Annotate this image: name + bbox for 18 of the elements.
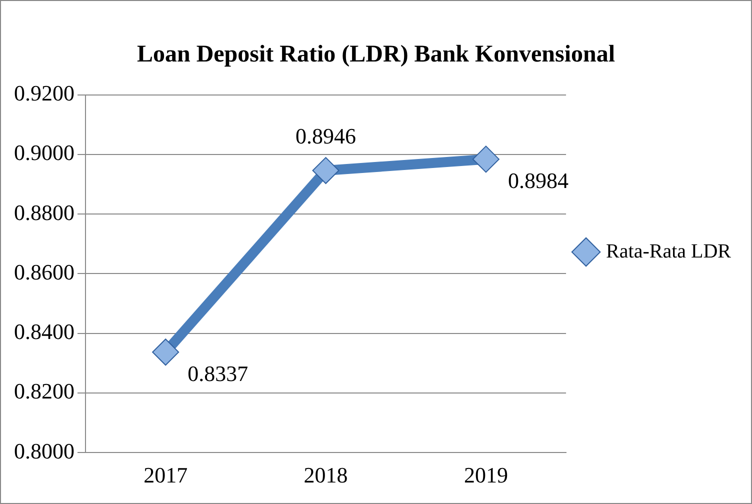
y-tick-label: 0.8600 [14,259,74,284]
chart-title: Loan Deposit Ratio (LDR) Bank Konvensional [136,42,616,68]
legend-label: Rata-Rata LDR [606,240,732,262]
y-tick-label: 0.9200 [14,80,74,106]
point [152,338,180,366]
y-tick-label: 0.8400 [14,319,74,344]
y-tick-label: 0.8000 [14,438,74,464]
y-tick-label: 0.8800 [14,200,74,225]
x-tick-label: 2017 [144,462,188,488]
x-tick-label: 2018 [304,462,348,488]
point [472,146,500,173]
point [312,157,340,184]
y-tick-label: 0.8200 [14,378,74,404]
y-tick-label: 0.9000 [14,140,74,166]
x-tick-label: 2019 [464,462,508,488]
data-label: 0.8946 [296,123,356,148]
data-label: 0.8984 [508,168,568,193]
data-label: 0.8337 [188,360,248,386]
